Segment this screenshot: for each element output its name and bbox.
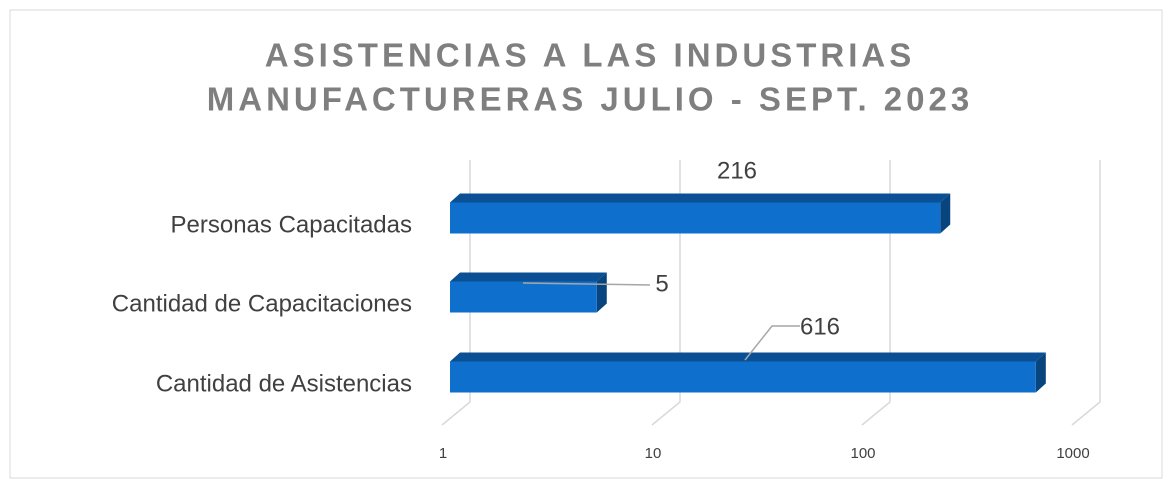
y-tick-label: Cantidad de Capacitaciones — [112, 290, 412, 317]
bar-front — [450, 361, 1036, 393]
bar-top — [450, 193, 951, 203]
bar-front — [450, 202, 941, 234]
bar-side — [1035, 352, 1046, 393]
bar-side — [596, 272, 607, 313]
bar-side — [940, 193, 951, 234]
bar — [450, 193, 951, 234]
chart-title-line: ASISTENCIAS A LAS INDUSTRIAS — [265, 37, 915, 74]
leader-line — [744, 325, 800, 361]
chart-border — [9, 9, 1163, 479]
bar — [450, 352, 1046, 393]
bar-top — [450, 272, 607, 282]
value-label: 216 — [717, 157, 757, 184]
bar-front — [450, 281, 597, 313]
y-tick-label: Personas Capacitadas — [171, 211, 412, 238]
x-tick-label: 100 — [850, 445, 875, 462]
grid-line — [1071, 160, 1101, 426]
grid — [441, 160, 1101, 426]
bars — [450, 193, 1046, 393]
grid-line — [651, 160, 681, 426]
grid-line — [861, 160, 891, 426]
grid-line — [441, 160, 471, 426]
chart-title-line: MANUFACTURERAS JULIO - SEPT. 2023 — [207, 81, 973, 118]
y-tick-label: Cantidad de Asistencias — [156, 370, 412, 397]
x-tick-label: 1000 — [1056, 445, 1089, 462]
x-tick-label: 10 — [645, 445, 662, 462]
bar — [450, 272, 607, 313]
x-tick-label: 1 — [439, 445, 447, 462]
leader-line — [522, 282, 651, 286]
value-label: 5 — [655, 270, 668, 297]
value-label: 616 — [800, 313, 840, 340]
